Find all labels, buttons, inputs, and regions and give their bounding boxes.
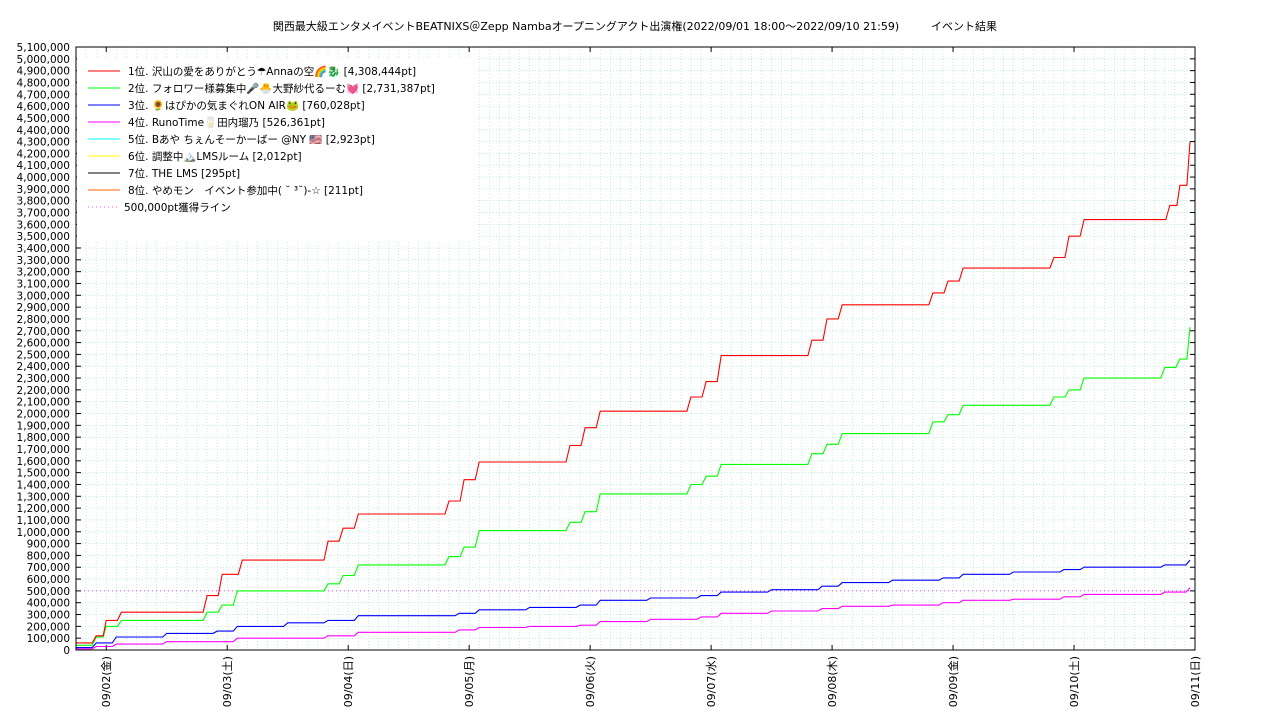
y-tick-label: 3,300,000 xyxy=(17,255,70,267)
y-tick-label: 1,400,000 xyxy=(17,479,70,491)
legend-label-1: 1位. 沢山の愛をありがとう☂Annaの空🌈🐉 [4,308,444pt] xyxy=(128,65,416,78)
y-tick-label: 700,000 xyxy=(27,562,70,574)
y-tick-label: 2,300,000 xyxy=(17,373,70,385)
y-tick-label: 600,000 xyxy=(27,574,70,586)
y-tick-label: 3,200,000 xyxy=(17,267,70,279)
y-tick-label: 4,000,000 xyxy=(17,172,70,184)
series-line-1 xyxy=(76,141,1191,644)
legend-label-3: 3位. 🌻はぴかの気まぐれON AIR🐸 [760,028pt] xyxy=(128,99,365,112)
y-tick-label: 3,000,000 xyxy=(17,290,70,302)
legend-background xyxy=(77,58,477,240)
x-tick-label: 09/06(火) xyxy=(584,656,597,707)
y-tick-label: 4,800,000 xyxy=(17,77,70,89)
x-tick-label: 09/02(金) xyxy=(99,656,113,707)
y-tick-label: 3,600,000 xyxy=(17,219,70,231)
legend-label-5: 5位. Bあや ちぇんそーかーばー @NY 🇺🇸 [2,923pt] xyxy=(128,133,375,146)
y-axis: 0100,000200,000300,000400,000500,000600,… xyxy=(17,42,1195,657)
x-tick-label: 09/09(金) xyxy=(946,656,960,707)
y-tick-label: 0 xyxy=(63,645,70,657)
y-tick-label: 2,100,000 xyxy=(17,397,70,409)
y-tick-label: 2,500,000 xyxy=(17,349,70,361)
y-tick-label: 2,200,000 xyxy=(17,385,70,397)
y-tick-label: 2,800,000 xyxy=(17,314,70,326)
y-tick-label: 3,700,000 xyxy=(17,208,70,220)
y-tick-label: 3,400,000 xyxy=(17,243,70,255)
plot-area-frame xyxy=(75,46,1196,651)
series-line-2 xyxy=(76,327,1191,646)
legend-label-4: 4位. RunoTime🥛田内瑠乃 [526,361pt] xyxy=(128,116,325,129)
y-tick-label: 4,900,000 xyxy=(17,66,70,78)
y-tick-label: 3,800,000 xyxy=(17,196,70,208)
y-tick-label: 5,100,000 xyxy=(17,42,70,54)
chart-title: 関西最大級エンタメイベントBEATNIXS＠Zepp Nambaオープニングアク… xyxy=(273,19,899,33)
y-tick-label: 1,000,000 xyxy=(17,527,70,539)
chart-subtitle: イベント結果 xyxy=(931,19,997,33)
y-tick-label: 1,500,000 xyxy=(17,468,70,480)
legend-label-6: 6位. 調整中🏔️LMSルーム [2,012pt] xyxy=(128,150,302,163)
x-tick-label: 09/03(土) xyxy=(221,656,234,707)
y-tick-label: 2,000,000 xyxy=(17,409,70,421)
y-tick-label: 3,500,000 xyxy=(17,231,70,243)
y-tick-label: 2,900,000 xyxy=(17,302,70,314)
legend: 1位. 沢山の愛をありがとう☂Annaの空🌈🐉 [4,308,444pt] 2位.… xyxy=(77,58,477,240)
y-tick-label: 2,400,000 xyxy=(17,361,70,373)
y-tick-label: 1,100,000 xyxy=(17,515,70,527)
series-line-3 xyxy=(76,559,1191,649)
y-tick-label: 2,600,000 xyxy=(17,338,70,350)
y-tick-label: 3,900,000 xyxy=(17,184,70,196)
legend-label-7: 7位. THE LMS [295pt] xyxy=(128,167,240,180)
y-tick-label: 1,700,000 xyxy=(17,444,70,456)
x-tick-label: 09/10(土) xyxy=(1068,656,1081,707)
y-tick-label: 1,900,000 xyxy=(17,420,70,432)
y-tick-label: 1,200,000 xyxy=(17,503,70,515)
legend-label-9: 500,000pt獲得ライン xyxy=(124,201,231,214)
y-tick-label: 1,600,000 xyxy=(17,456,70,468)
x-tick-label: 09/05(月) xyxy=(463,656,476,707)
y-tick-label: 200,000 xyxy=(27,621,70,633)
y-tick-label: 4,300,000 xyxy=(17,137,70,149)
y-tick-label: 4,400,000 xyxy=(17,125,70,137)
y-tick-label: 1,800,000 xyxy=(17,432,70,444)
legend-label-8: 8位. やめモン イベント参加中( ˘ ³˘)-☆ [211pt] xyxy=(128,184,363,197)
y-tick-label: 4,100,000 xyxy=(17,160,70,172)
y-tick-label: 5,000,000 xyxy=(17,54,70,66)
y-tick-label: 900,000 xyxy=(27,539,70,551)
y-tick-label: 2,700,000 xyxy=(17,326,70,338)
y-tick-label: 4,600,000 xyxy=(17,101,70,113)
y-tick-label: 500,000 xyxy=(27,586,70,598)
y-tick-label: 800,000 xyxy=(27,550,70,562)
x-axis: 09/02(金) 09/03(土) 09/04(日) 09/05(月) 09/06(火)… xyxy=(99,47,1202,707)
legend-label-2: 2位. フォロワー様募集中🎤🐣大野紗代るーむ💓 [2,731,387pt] xyxy=(128,82,435,95)
y-tick-label: 300,000 xyxy=(27,610,70,622)
x-tick-label: 09/11(日) xyxy=(1189,656,1202,707)
y-tick-label: 4,200,000 xyxy=(17,148,70,160)
x-tick-label: 09/04(日) xyxy=(342,656,355,707)
x-tick-label: 09/07(水) xyxy=(705,656,718,707)
y-tick-label: 4,500,000 xyxy=(17,113,70,125)
y-tick-label: 4,700,000 xyxy=(17,89,70,101)
series-line-4 xyxy=(76,587,1191,650)
y-tick-label: 400,000 xyxy=(27,598,70,610)
y-tick-label: 1,300,000 xyxy=(17,491,70,503)
y-tick-label: 100,000 xyxy=(27,633,70,645)
y-tick-label: 3,100,000 xyxy=(17,278,70,290)
x-tick-label: 09/08(木) xyxy=(826,656,839,707)
